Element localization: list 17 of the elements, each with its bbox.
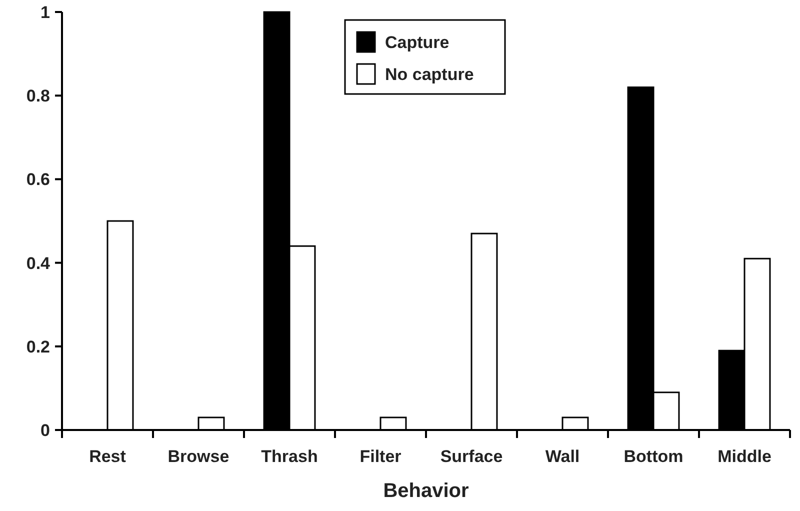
x-tick-label: Bottom xyxy=(624,447,684,466)
x-tick-label: Thrash xyxy=(261,447,318,466)
x-tick-label: Filter xyxy=(360,447,402,466)
x-tick-label: Middle xyxy=(718,447,772,466)
x-tick-label: Browse xyxy=(168,447,230,466)
x-tick-label: Wall xyxy=(545,447,580,466)
y-tick-label: 0.8 xyxy=(26,86,50,106)
y-tick-label: 1 xyxy=(40,2,50,22)
legend-label: No capture xyxy=(385,64,474,84)
x-tick-label: Surface xyxy=(440,447,503,466)
y-tick-label: 0.2 xyxy=(26,337,50,356)
y-tick-label: 0 xyxy=(40,420,50,440)
y-tick-label: 0.4 xyxy=(26,254,51,273)
x-tick-label: Rest xyxy=(89,447,126,466)
legend-label: Capture xyxy=(385,32,450,52)
y-tick-label: 0.6 xyxy=(26,170,50,190)
x-axis-title: Behavior xyxy=(383,480,470,502)
